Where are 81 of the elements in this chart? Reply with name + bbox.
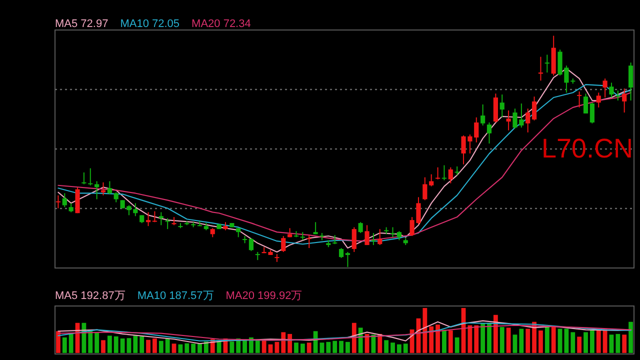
text: MA20 72.34 — [192, 18, 251, 30]
bar — [140, 336, 144, 353]
bar — [442, 330, 446, 353]
bar — [628, 322, 633, 353]
bar — [262, 340, 266, 353]
bar — [326, 342, 331, 353]
bar — [313, 331, 318, 353]
bar — [230, 342, 234, 353]
bar — [158, 340, 164, 353]
bar — [519, 328, 524, 353]
bar — [526, 328, 530, 353]
bar — [281, 332, 286, 353]
bar — [107, 336, 112, 353]
bar — [532, 322, 536, 353]
bar — [551, 327, 556, 353]
bar — [454, 337, 460, 353]
bar — [300, 344, 305, 353]
annotation: L70.CN — [541, 133, 633, 164]
bar — [512, 334, 518, 353]
bar — [255, 340, 260, 353]
bar — [558, 328, 562, 353]
bar — [198, 344, 202, 353]
bar — [480, 324, 486, 353]
bar — [564, 328, 569, 353]
bar — [339, 340, 344, 353]
bar — [474, 325, 479, 353]
bar — [120, 338, 125, 353]
bar — [622, 334, 627, 353]
bar — [396, 344, 402, 353]
bar — [191, 344, 196, 353]
bar — [590, 330, 594, 353]
bar — [101, 340, 106, 353]
bar — [384, 340, 389, 353]
bar — [422, 308, 428, 353]
bar — [68, 333, 74, 353]
bar — [146, 340, 150, 353]
bar — [616, 334, 620, 353]
bar — [429, 326, 434, 353]
bar — [390, 342, 395, 353]
bar — [570, 332, 576, 353]
text: MA20 199.92万 — [226, 290, 302, 302]
bar — [114, 336, 118, 353]
bar — [88, 330, 93, 353]
bar — [152, 338, 157, 353]
bar — [56, 331, 60, 353]
bar — [403, 344, 408, 353]
bar — [172, 344, 176, 353]
bar — [500, 327, 504, 353]
bar — [249, 337, 254, 353]
bar — [94, 332, 100, 353]
bar — [274, 342, 280, 353]
bar — [577, 336, 582, 353]
bar — [352, 322, 356, 353]
bar — [126, 338, 132, 353]
bar — [320, 342, 324, 353]
bar — [288, 334, 292, 353]
bar — [596, 330, 601, 353]
bar — [538, 330, 543, 353]
bar — [294, 342, 298, 353]
bar — [165, 338, 170, 353]
text: MA5 72.97 — [55, 18, 108, 30]
bar — [346, 342, 350, 353]
bar — [493, 314, 498, 353]
text: MA5 192.87万 — [55, 290, 126, 302]
bar — [184, 343, 190, 353]
bar — [306, 342, 312, 353]
bar — [487, 322, 492, 353]
bar — [584, 332, 588, 353]
bar — [436, 324, 440, 353]
bar — [506, 328, 511, 353]
bar — [544, 327, 550, 353]
bar — [62, 337, 67, 353]
bar — [216, 340, 222, 353]
bar — [332, 340, 338, 353]
bar — [204, 342, 208, 353]
text: MA10 72.05 — [120, 18, 180, 30]
text: MA10 187.57万 — [137, 290, 214, 302]
bar — [133, 336, 138, 353]
bar — [448, 330, 453, 353]
bar — [609, 334, 614, 353]
bar — [602, 328, 608, 353]
